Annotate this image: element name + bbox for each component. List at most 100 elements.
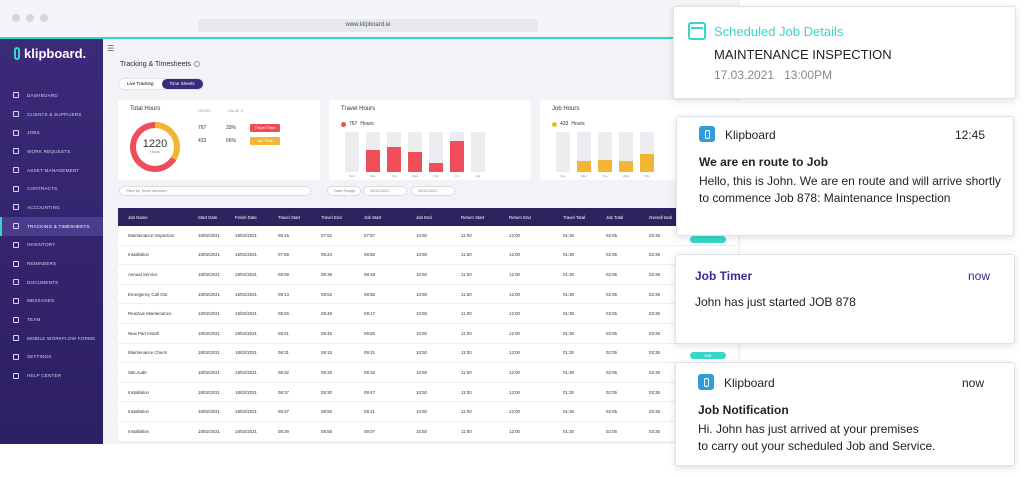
legend-swatch <box>552 121 557 127</box>
sidebar-item-contracts[interactable]: CONTRACTS <box>0 179 103 198</box>
scheduled-job-notification[interactable]: Scheduled Job Details MAINTENANCE INSPEC… <box>673 6 1016 99</box>
minimize-dot[interactable] <box>26 14 34 22</box>
sidebar-item-tracking-timesheets[interactable]: TRACKING & TIMESHEETS <box>0 216 103 236</box>
status-tag[interactable]: Edit <box>690 352 726 359</box>
table-cell: 12:00 <box>509 350 520 356</box>
sidebar-item-settings[interactable]: SETTINGS <box>0 348 103 367</box>
job-legend-value: 433 <box>560 121 569 127</box>
hours-col-header: HOURS <box>198 109 211 113</box>
table-cell: 11:00 <box>461 232 472 238</box>
table-row[interactable]: New Part Install 18/02/2021 18/02/2021 08:2… <box>118 324 738 344</box>
tab-time-sheets[interactable]: Time Sheets <box>161 79 203 89</box>
job-hours-title: Job Hours <box>552 106 580 112</box>
info-icon[interactable] <box>193 61 200 68</box>
column-header[interactable]: Job End <box>416 214 432 220</box>
table-cell: 09:45 <box>321 330 332 336</box>
url-bar[interactable]: www.klipboard.ie <box>198 19 538 32</box>
bar-fill <box>450 140 464 172</box>
table-cell: 10:50 <box>416 350 427 356</box>
sidebar-item-label: CLIENTS & SUPPLIERS <box>27 111 82 117</box>
status-tag[interactable] <box>690 236 726 243</box>
table-cell: 18/02/2021 <box>198 252 220 258</box>
table-row[interactable]: Annual Service 18/02/2021 18/02/2021 08:09 0… <box>118 265 738 285</box>
column-header[interactable]: Return End <box>509 214 531 220</box>
table-row[interactable]: Maintenance Inspection 18/02/2021 18/02/20… <box>118 226 738 246</box>
timer-title: Job Timer <box>695 269 753 283</box>
close-dot[interactable] <box>12 14 20 22</box>
table-cell: 10:50 <box>416 291 427 297</box>
table-cell: 18/02/2021 <box>198 311 220 317</box>
en-route-notification[interactable]: Klipboard 12:45 We are en route to Job H… <box>676 116 1014 236</box>
sidebar-item-team[interactable]: TEAM <box>0 310 103 329</box>
table-cell: 12:00 <box>509 311 520 317</box>
table-body: Maintenance Inspection 18/02/2021 18/02/20… <box>118 226 738 442</box>
sidebar-item-mobile-workflow-forms[interactable]: MOBILE WORKFLOW FORMS <box>0 329 103 348</box>
table-cell: Reactive Maintenance <box>128 311 172 317</box>
table-cell: 09:32 <box>364 369 375 375</box>
bar-tue: Tue <box>598 132 612 178</box>
sidebar-item-reminders[interactable]: REMINDERS <box>0 254 103 273</box>
table-cell: 18/02/2021 <box>235 271 257 277</box>
job-arrival-notification[interactable]: Klipboard now Job Notification Hi. John … <box>675 362 1015 466</box>
maximize-dot[interactable] <box>40 14 48 22</box>
sidebar-item-work-requests[interactable]: WORK REQUESTS <box>0 142 103 161</box>
sidebar-item-help-center[interactable]: HELP CENTER <box>0 366 103 385</box>
app-logo[interactable]: klipboard. <box>14 46 86 61</box>
column-header[interactable]: Finish Date <box>235 214 257 220</box>
table-row[interactable]: Installation 18/02/2021 18/02/2021 08:39 08:… <box>118 422 738 442</box>
timer-time: now <box>967 269 990 283</box>
sidebar-item-inventory[interactable]: INVENTORY <box>0 236 103 255</box>
table-cell: 11:00 <box>461 428 472 434</box>
sidebar-item-messages[interactable]: MESSAGES <box>0 292 103 311</box>
sidebar-item-dashboard[interactable]: DASHBOARD <box>0 86 103 105</box>
sidebar-item-accounting[interactable]: ACCOUNTING <box>0 198 103 217</box>
column-header[interactable]: Job Name <box>128 214 148 220</box>
column-header[interactable]: Overall total <box>649 214 672 220</box>
bar-day-label: Wed <box>622 174 630 178</box>
table-cell: 09:25 <box>321 369 332 375</box>
table-row[interactable]: Installation 18/02/2021 18/02/2021 08:37 08:… <box>118 402 738 422</box>
table-cell: 02:05 <box>606 291 617 297</box>
table-row[interactable]: Emergency Call Out 18/02/2021 18/02/2021 08… <box>118 285 738 305</box>
table-cell: 02:05 <box>606 252 617 258</box>
notification-time: now <box>961 376 984 390</box>
table-cell: 09:17 <box>364 311 375 317</box>
column-header[interactable]: Job Total <box>606 214 624 220</box>
travel-legend-unit: Hours <box>360 121 374 127</box>
table-cell: 09:21 <box>364 409 375 415</box>
table-row[interactable]: Maintenance Check 18/02/2021 18/02/2021 08:… <box>118 344 738 364</box>
table-cell: 08:58 <box>321 428 332 434</box>
job-timer-notification[interactable]: Job Timer now John has just started JOB … <box>675 254 1015 344</box>
tab-live-tracking[interactable]: Live Tracking <box>127 81 154 86</box>
table-cell: 08:48 <box>364 271 375 277</box>
bar-wed: Wed <box>408 132 422 178</box>
column-header[interactable]: Job Start <box>364 214 382 220</box>
sidebar-item-documents[interactable]: DOCUMENTS <box>0 273 103 292</box>
table-cell: 01:30 <box>563 232 574 238</box>
klipboard-app-icon <box>699 126 715 142</box>
sidebar-item-label: TEAM <box>27 317 41 323</box>
table-cell: 09:30 <box>321 389 332 395</box>
date-from-input[interactable]: 09/11/2021 <box>363 186 407 196</box>
column-header[interactable]: Start Date <box>198 214 218 220</box>
table-row[interactable]: Installation 18/02/2021 18/02/2021 07:59 08:… <box>118 246 738 266</box>
column-header[interactable]: Return Start <box>461 214 485 220</box>
table-cell: 12:00 <box>509 252 520 258</box>
table-cell: 18/02/2021 <box>235 232 257 238</box>
table-row[interactable]: Site Audit 18/02/2021 18/02/2021 08:32 09:25… <box>118 363 738 383</box>
sidebar-item-jobs[interactable]: JOBS <box>0 123 103 142</box>
menu-icon[interactable]: ☰ <box>107 44 115 53</box>
table-cell: 02:05 <box>606 330 617 336</box>
table-cell: 08:39 <box>278 428 289 434</box>
sidebar-item-asset-management[interactable]: ASSET MANAGEMENT <box>0 161 103 180</box>
sidebar-item-clients-suppliers[interactable]: CLIENTS & SUPPLIERS <box>0 105 103 124</box>
column-header[interactable]: Travel Start <box>278 214 301 220</box>
column-header[interactable]: Travel End <box>321 214 342 220</box>
date-to-input[interactable]: 09/11/2021 <box>411 186 455 196</box>
table-row[interactable]: Reactive Maintenance 18/02/2021 18/02/2021… <box>118 304 738 324</box>
column-header[interactable]: Travel Total <box>563 214 585 220</box>
table-row[interactable]: Installation 18/02/2021 18/02/2021 08:37 09:… <box>118 383 738 403</box>
bar-thur: Thur <box>429 132 443 178</box>
team-member-filter[interactable]: Filter by Team Member <box>119 186 311 196</box>
